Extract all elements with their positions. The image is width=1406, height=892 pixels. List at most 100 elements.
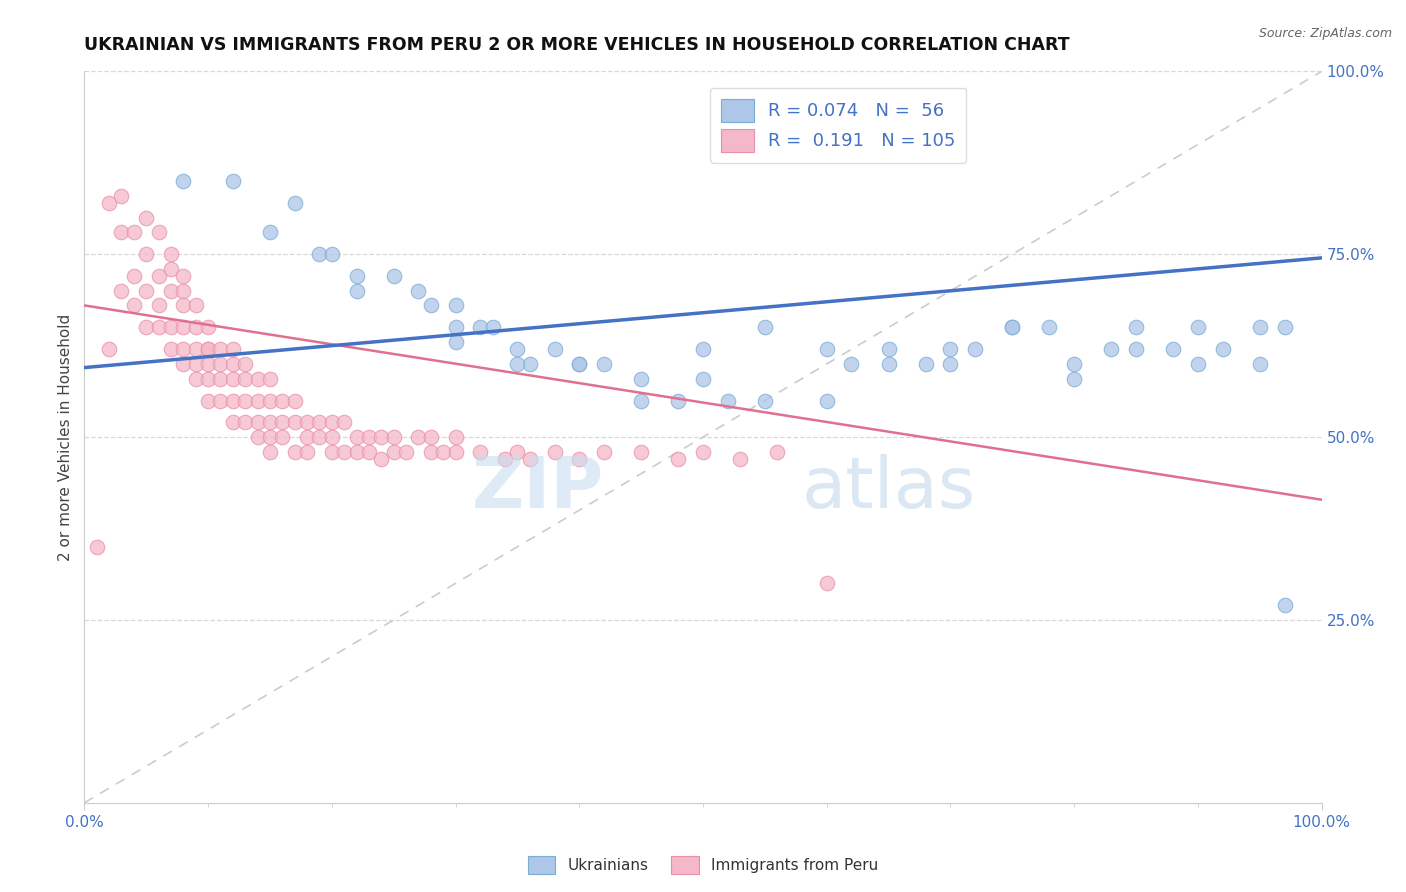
Point bbox=[259, 430, 281, 444]
Point bbox=[308, 430, 330, 444]
Point bbox=[1187, 320, 1209, 334]
Point bbox=[160, 247, 183, 261]
Point bbox=[877, 343, 900, 357]
Point bbox=[593, 444, 616, 458]
Point bbox=[135, 247, 157, 261]
Point bbox=[346, 444, 368, 458]
Point bbox=[122, 269, 145, 284]
Point bbox=[209, 343, 232, 357]
Point bbox=[382, 269, 405, 284]
Point bbox=[519, 357, 541, 371]
Point bbox=[692, 371, 714, 385]
Point bbox=[841, 357, 863, 371]
Point bbox=[1063, 371, 1085, 385]
Point bbox=[122, 225, 145, 239]
Point bbox=[122, 298, 145, 312]
Point bbox=[481, 320, 503, 334]
Point bbox=[506, 357, 529, 371]
Point bbox=[321, 430, 343, 444]
Point bbox=[295, 444, 318, 458]
Point bbox=[197, 393, 219, 408]
Point bbox=[148, 269, 170, 284]
Point bbox=[197, 320, 219, 334]
Point bbox=[543, 444, 565, 458]
Point bbox=[135, 284, 157, 298]
Point bbox=[259, 393, 281, 408]
Point bbox=[284, 196, 307, 211]
Point bbox=[246, 416, 269, 430]
Point bbox=[1212, 343, 1234, 357]
Point bbox=[754, 393, 776, 408]
Point bbox=[506, 444, 529, 458]
Text: atlas: atlas bbox=[801, 454, 976, 523]
Point bbox=[321, 444, 343, 458]
Y-axis label: 2 or more Vehicles in Household: 2 or more Vehicles in Household bbox=[58, 313, 73, 561]
Point bbox=[110, 225, 132, 239]
Point bbox=[222, 416, 245, 430]
Point bbox=[233, 416, 256, 430]
Point bbox=[135, 211, 157, 225]
Point bbox=[271, 430, 294, 444]
Point bbox=[160, 261, 183, 276]
Point bbox=[692, 444, 714, 458]
Point bbox=[1249, 357, 1271, 371]
Point bbox=[630, 444, 652, 458]
Point bbox=[333, 444, 356, 458]
Point bbox=[172, 298, 194, 312]
Point bbox=[172, 269, 194, 284]
Point bbox=[1001, 320, 1024, 334]
Point bbox=[766, 444, 789, 458]
Point bbox=[568, 452, 591, 467]
Point bbox=[754, 320, 776, 334]
Point bbox=[939, 357, 962, 371]
Point bbox=[630, 371, 652, 385]
Point bbox=[209, 357, 232, 371]
Point bbox=[321, 416, 343, 430]
Point bbox=[295, 416, 318, 430]
Point bbox=[1001, 320, 1024, 334]
Point bbox=[419, 298, 441, 312]
Point bbox=[172, 174, 194, 188]
Point bbox=[197, 371, 219, 385]
Text: Source: ZipAtlas.com: Source: ZipAtlas.com bbox=[1258, 27, 1392, 40]
Point bbox=[98, 343, 121, 357]
Point bbox=[259, 444, 281, 458]
Point bbox=[1125, 320, 1147, 334]
Point bbox=[160, 343, 183, 357]
Point bbox=[1038, 320, 1060, 334]
Point bbox=[98, 196, 121, 211]
Point bbox=[271, 416, 294, 430]
Point bbox=[209, 393, 232, 408]
Point bbox=[284, 416, 307, 430]
Point bbox=[444, 320, 467, 334]
Point bbox=[357, 430, 380, 444]
Point bbox=[295, 430, 318, 444]
Point bbox=[197, 357, 219, 371]
Point bbox=[333, 416, 356, 430]
Point bbox=[1187, 357, 1209, 371]
Point bbox=[630, 393, 652, 408]
Point bbox=[135, 320, 157, 334]
Point bbox=[395, 444, 418, 458]
Point bbox=[160, 284, 183, 298]
Point bbox=[184, 320, 207, 334]
Point bbox=[284, 444, 307, 458]
Point bbox=[444, 444, 467, 458]
Point bbox=[1274, 599, 1296, 613]
Point bbox=[233, 393, 256, 408]
Point bbox=[432, 444, 454, 458]
Point bbox=[382, 430, 405, 444]
Point bbox=[666, 452, 689, 467]
Point bbox=[321, 247, 343, 261]
Point bbox=[728, 452, 751, 467]
Point bbox=[110, 284, 132, 298]
Point bbox=[965, 343, 987, 357]
Point bbox=[568, 357, 591, 371]
Point bbox=[246, 393, 269, 408]
Point bbox=[184, 343, 207, 357]
Point bbox=[148, 298, 170, 312]
Point bbox=[370, 452, 392, 467]
Point bbox=[1274, 320, 1296, 334]
Point bbox=[184, 371, 207, 385]
Point bbox=[110, 188, 132, 202]
